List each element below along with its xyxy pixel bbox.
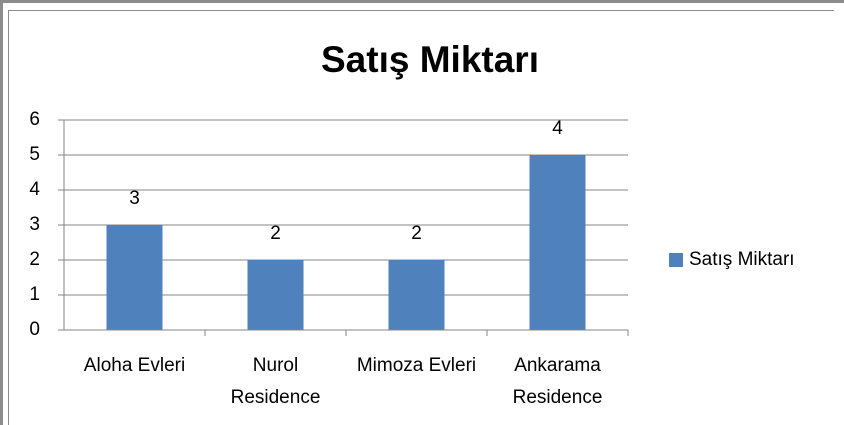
x-tick-label: Aloha Evleri xyxy=(84,355,185,376)
legend-swatch xyxy=(669,253,683,267)
bar xyxy=(106,225,163,330)
legend-label: Satış Miktarı xyxy=(689,249,795,270)
bar xyxy=(388,260,445,330)
y-tick-label: 5 xyxy=(29,144,40,165)
y-tick-label: 4 xyxy=(29,179,40,200)
chart-title: Satış Miktarı xyxy=(321,39,539,80)
bar xyxy=(529,155,586,330)
data-label: 2 xyxy=(411,223,422,244)
y-tick-label: 1 xyxy=(29,284,40,305)
x-tick-label: Nurol Residence xyxy=(231,355,321,408)
x-tick-label: Mimoza Evleri xyxy=(357,355,476,376)
bar xyxy=(247,260,304,330)
data-label: 2 xyxy=(270,223,281,244)
y-tick-label: 3 xyxy=(29,214,40,235)
y-tick-label: 2 xyxy=(29,249,40,270)
data-label: 3 xyxy=(129,188,140,209)
y-tick-label: 0 xyxy=(29,319,40,340)
data-label: 4 xyxy=(552,118,563,139)
x-tick-label: Ankarama Residence xyxy=(513,355,603,408)
y-tick-label: 6 xyxy=(29,109,40,130)
